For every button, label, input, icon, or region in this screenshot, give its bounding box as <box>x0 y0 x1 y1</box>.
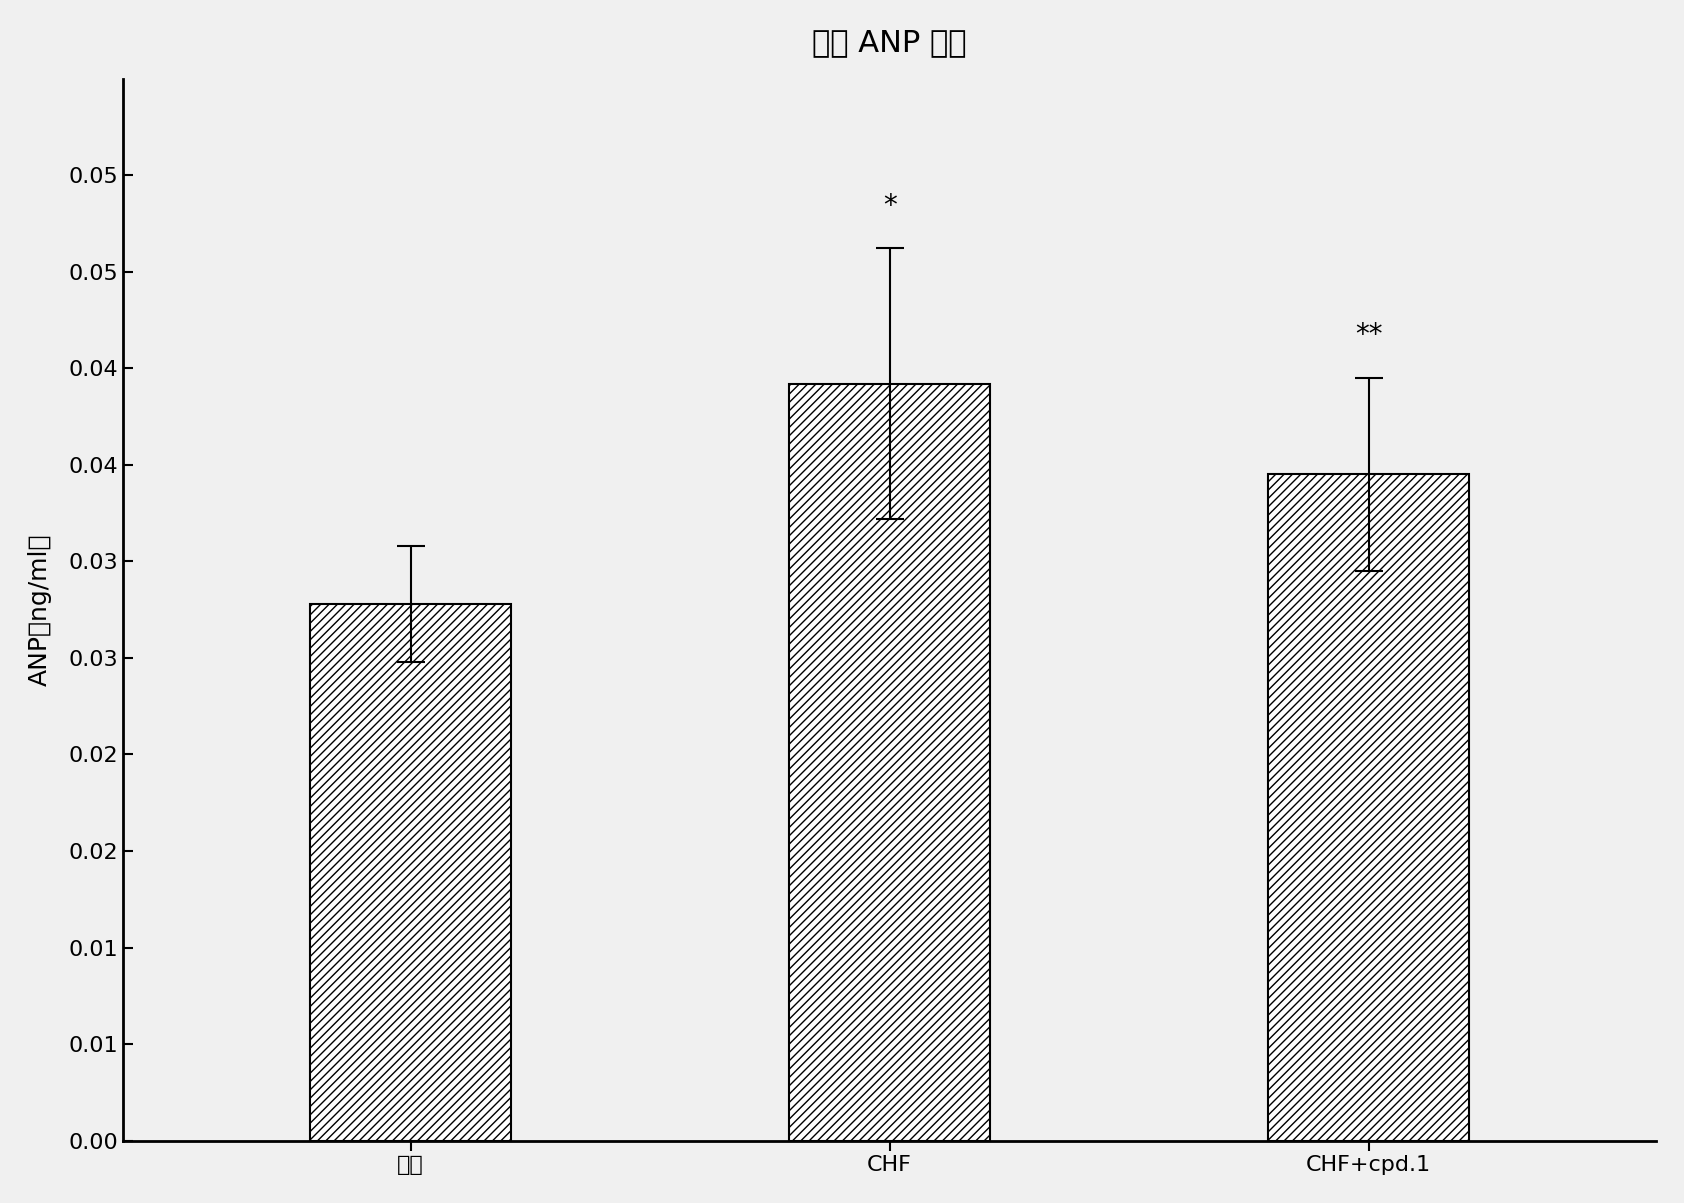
Text: *: * <box>882 191 896 219</box>
Title: 血清 ANP 水平: 血清 ANP 水平 <box>812 28 967 57</box>
Bar <box>310 604 512 1140</box>
Y-axis label: ANP（ng/ml）: ANP（ng/ml） <box>27 533 52 686</box>
Bar <box>790 384 990 1140</box>
Bar <box>1268 474 1470 1140</box>
Text: **: ** <box>1356 321 1383 349</box>
